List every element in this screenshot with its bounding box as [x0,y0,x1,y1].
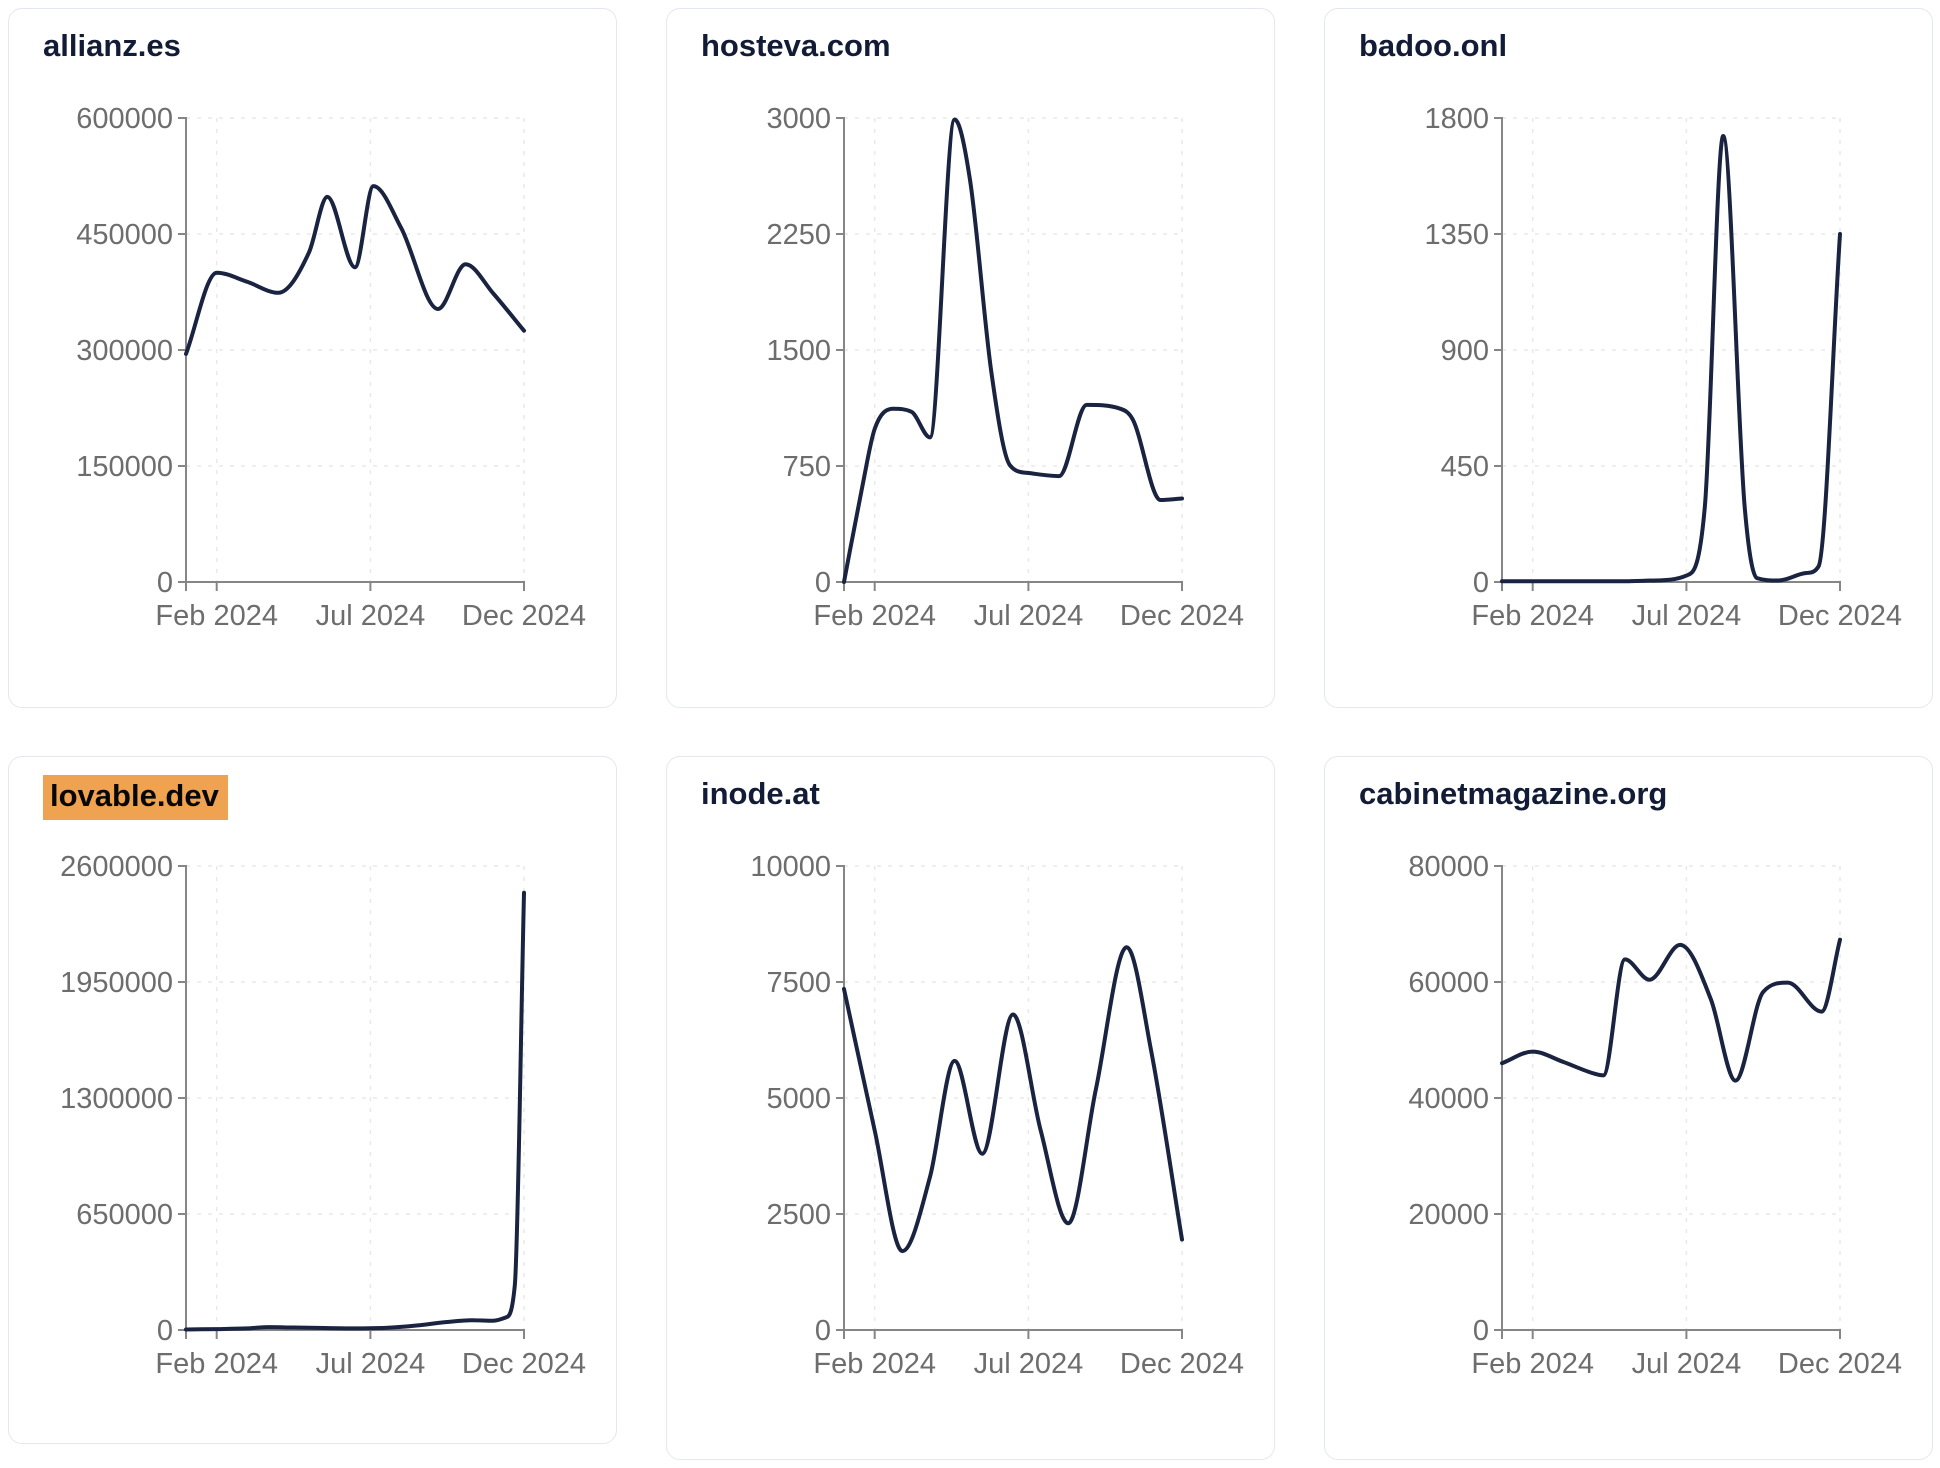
x-axis: Feb 2024 Jul 2024 Dec 2024 [1471,1329,1902,1380]
gridlines [186,865,525,1330]
domain-chart-card: lovable.dev 0 650000 1300000 1950000 2600000 F… [8,756,617,1444]
y-tick-label: 60000 [1408,967,1489,999]
x-tick-label: Jul 2024 [316,600,426,632]
y-tick-label: 3000 [766,103,831,135]
y-tick-label: 450000 [76,219,173,251]
y-tick-label: 5000 [766,1083,831,1115]
x-tick-label: Dec 2024 [1120,1348,1244,1380]
line-chart-svg: 0 150000 300000 450000 600000 Feb 2024 Jul 202… [76,103,586,632]
chart-title[interactable]: allianz.es [43,28,181,63]
x-axis: Feb 2024 Jul 2024 Dec 2024 [813,1329,1244,1380]
y-tick-label: 0 [1473,1315,1489,1347]
x-tick-label: Feb 2024 [813,600,936,632]
y-tick-label: 600000 [76,103,173,135]
y-tick-label: 450 [1441,451,1489,483]
y-tick-label: 2250 [766,219,831,251]
gridlines [1502,117,1841,582]
y-tick-label: 20000 [1408,1199,1489,1231]
card-header: lovable.dev [9,757,616,821]
x-tick-label: Feb 2024 [1471,600,1594,632]
line-chart-svg: 0 650000 1300000 1950000 2600000 Feb 2024 Jul … [60,851,586,1380]
y-tick-label: 10000 [750,851,831,883]
card-header: hosteva.com [667,9,1274,73]
x-tick-label: Dec 2024 [462,1348,586,1380]
domain-chart-card: cabinetmagazine.org 0 20000 40000 60000 80000… [1324,756,1933,1460]
y-tick-label: 0 [815,1315,831,1347]
x-axis: Feb 2024 Jul 2024 Dec 2024 [1471,581,1902,632]
trend-line [842,945,1184,1254]
gridlines [186,117,525,582]
y-axis: 0 20000 40000 60000 80000 [1408,851,1503,1347]
trend-line [184,184,526,356]
x-tick-label: Jul 2024 [974,600,1084,632]
y-tick-label: 40000 [1408,1083,1489,1115]
card-header: allianz.es [9,9,616,73]
y-tick-label: 900 [1441,335,1489,367]
chart-title[interactable]: inode.at [701,776,820,811]
y-tick-label: 1300000 [60,1083,173,1115]
y-tick-label: 1350 [1424,219,1489,251]
y-axis: 0 750 1500 2250 3000 [766,103,845,599]
y-tick-label: 300000 [76,335,173,367]
domain-chart-card: hosteva.com 0 750 1500 2250 3000 Feb 2024 Jul 2… [666,8,1275,708]
chart-title-highlighted[interactable]: lovable.dev [43,775,228,820]
gridlines [844,865,1183,1330]
x-tick-label: Dec 2024 [1778,1348,1902,1380]
domain-chart-card: allianz.es 0 150000 300000 450000 600000 Feb 2… [8,8,617,708]
x-tick-label: Feb 2024 [813,1348,936,1380]
y-tick-label: 1950000 [60,967,173,999]
trend-line [1500,134,1842,584]
x-tick-label: Jul 2024 [1632,1348,1742,1380]
y-axis: 0 150000 300000 450000 600000 [76,103,187,599]
y-tick-label: 1500 [766,335,831,367]
y-axis: 0 450 900 1350 1800 [1424,103,1503,599]
y-tick-label: 0 [157,567,173,599]
x-axis: Feb 2024 Jul 2024 Dec 2024 [813,581,1244,632]
y-axis: 0 2500 5000 7500 10000 [750,851,845,1347]
y-tick-label: 2600000 [60,851,173,883]
x-tick-label: Dec 2024 [462,600,586,632]
card-header: inode.at [667,757,1274,821]
y-tick-label: 0 [815,567,831,599]
line-chart-svg: 0 2500 5000 7500 10000 Feb 2024 Jul 2024 Dec 20… [750,851,1244,1380]
line-chart-svg: 0 20000 40000 60000 80000 Feb 2024 Jul 2024 Dec… [1408,851,1902,1380]
domain-chart-card: badoo.onl 0 450 900 1350 1800 Feb 2024 Jul 2024… [1324,8,1933,708]
y-tick-label: 80000 [1408,851,1489,883]
domain-chart-card: inode.at 0 2500 5000 7500 10000 Feb 2024 Jul 20… [666,756,1275,1460]
x-tick-label: Jul 2024 [1632,600,1742,632]
gridlines [1502,865,1841,1330]
y-tick-label: 0 [157,1315,173,1347]
x-tick-label: Dec 2024 [1778,600,1902,632]
y-tick-label: 150000 [76,451,173,483]
card-header: cabinetmagazine.org [1325,757,1932,821]
y-tick-label: 2500 [766,1199,831,1231]
y-tick-label: 7500 [766,967,831,999]
x-axis: Feb 2024 Jul 2024 Dec 2024 [155,581,586,632]
x-axis: Feb 2024 Jul 2024 Dec 2024 [155,1329,586,1380]
y-tick-label: 0 [1473,567,1489,599]
trend-line [184,890,526,1332]
line-chart-svg: 0 750 1500 2250 3000 Feb 2024 Jul 2024 Dec 2024 [766,103,1244,632]
card-header: badoo.onl [1325,9,1932,73]
chart-title[interactable]: badoo.onl [1359,28,1508,63]
y-tick-label: 750 [783,451,831,483]
x-tick-label: Feb 2024 [155,1348,278,1380]
y-axis: 0 650000 1300000 1950000 2600000 [60,851,187,1347]
gridlines [844,117,1183,582]
x-tick-label: Jul 2024 [974,1348,1084,1380]
x-tick-label: Feb 2024 [1471,1348,1594,1380]
x-tick-label: Jul 2024 [316,1348,426,1380]
x-tick-label: Dec 2024 [1120,600,1244,632]
y-tick-label: 1800 [1424,103,1489,135]
x-tick-label: Feb 2024 [155,600,278,632]
trend-line [1500,937,1842,1083]
trend-line [842,117,1184,584]
line-chart-svg: 0 450 900 1350 1800 Feb 2024 Jul 2024 Dec 2024 [1424,103,1902,632]
chart-title[interactable]: hosteva.com [701,28,891,63]
y-tick-label: 650000 [76,1199,173,1231]
chart-title[interactable]: cabinetmagazine.org [1359,776,1668,811]
